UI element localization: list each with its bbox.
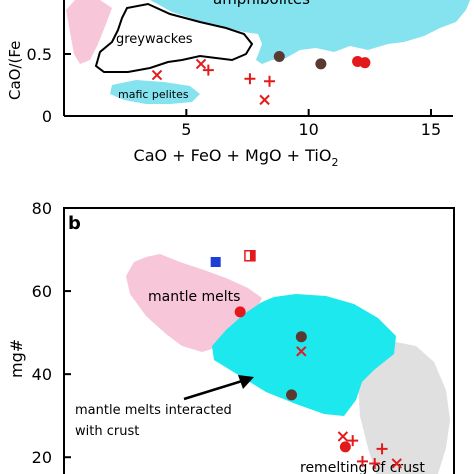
plus-marker: [356, 455, 368, 467]
field-greywackes: [94, 2, 254, 73]
panel-b-frame: [63, 207, 455, 474]
panel-a: 5 10 15 0 0.5 amphibolites greywackes mafic …: [6, 0, 470, 169]
panel-a-x-tick-label: 10: [298, 120, 318, 139]
panel-b-y-tick-label: 80: [32, 199, 52, 218]
panel-b: b 20 40 60 80 mantle melts mantle melts int…: [7, 199, 455, 474]
x-marker: [296, 346, 307, 357]
label-amphibolites: amphibolites: [213, 0, 310, 8]
plus-marker: [347, 435, 359, 447]
blue-square-marker: [210, 257, 221, 267]
x-marker: [259, 94, 270, 106]
plus-marker: [369, 457, 381, 469]
plus-marker: [244, 73, 256, 85]
brown-dot-marker: [315, 58, 327, 70]
arrow-shaft: [183, 379, 243, 401]
panel-a-x-tick-label: 5: [181, 120, 191, 139]
panel-a-x-label-subscript: 2: [331, 156, 338, 169]
label-mantle-melts: mantle melts: [148, 289, 240, 305]
label-remelting-of-crust: remelting of crust: [300, 460, 425, 474]
panel-a-y-tick-label: 0: [42, 107, 52, 126]
brown-dot-marker: [273, 50, 285, 62]
x-marker: [391, 458, 402, 469]
panel-b-ticks: 20 40 60 80: [32, 199, 71, 467]
field-felsic-pelites: [66, 0, 112, 64]
field-amphibolites: [150, 0, 470, 64]
brown-dot-marker: [286, 389, 298, 401]
panel-b-y-tick-label: 40: [32, 365, 52, 384]
panel-a-x-tick-label: 15: [421, 120, 441, 139]
x-marker: [195, 58, 207, 70]
label-greywackes: greywackes: [116, 32, 193, 47]
field-mantle-melts: [126, 254, 262, 352]
label-interacted-line-1: mantle melts interacted: [75, 403, 232, 418]
plus-marker: [202, 64, 214, 76]
panel-a-markers: [151, 50, 371, 106]
red-dot-marker: [359, 57, 371, 69]
panel-b-y-tick-label: 20: [32, 448, 52, 467]
arrow-head-icon: [238, 375, 254, 389]
brown-dot-marker: [295, 331, 307, 343]
panel-a-x-label: CaO + FeO + MgO + TiO2: [134, 146, 339, 169]
panel-a-y-label: CaO/(Fe: [6, 41, 24, 100]
panel-a-y-tick-label: 0.5: [27, 45, 52, 64]
half-red-square-fill: [249, 250, 255, 261]
red-dot-marker: [234, 306, 246, 318]
panel-a-x-label-text: CaO + FeO + MgO + TiO: [134, 146, 332, 165]
panel-b-y-label: mg#: [7, 339, 26, 378]
panel-a-ticks: 5 10 15 0 0.5: [27, 45, 442, 139]
plus-marker: [264, 75, 276, 87]
x-marker: [337, 431, 349, 442]
field-mafic-pelites: [110, 80, 200, 104]
panel-b-markers: [210, 250, 402, 469]
label-interacted-line-2: with crust: [75, 424, 139, 439]
plus-marker: [376, 443, 388, 455]
red-dot-marker: [339, 441, 351, 453]
label-mafic-pelites: mafic pelites: [118, 88, 189, 101]
panel-b-y-tick-label: 60: [32, 282, 52, 301]
x-marker: [151, 69, 163, 81]
panel-b-label: b: [68, 213, 81, 234]
field-remelting-of-crust: [358, 342, 450, 474]
